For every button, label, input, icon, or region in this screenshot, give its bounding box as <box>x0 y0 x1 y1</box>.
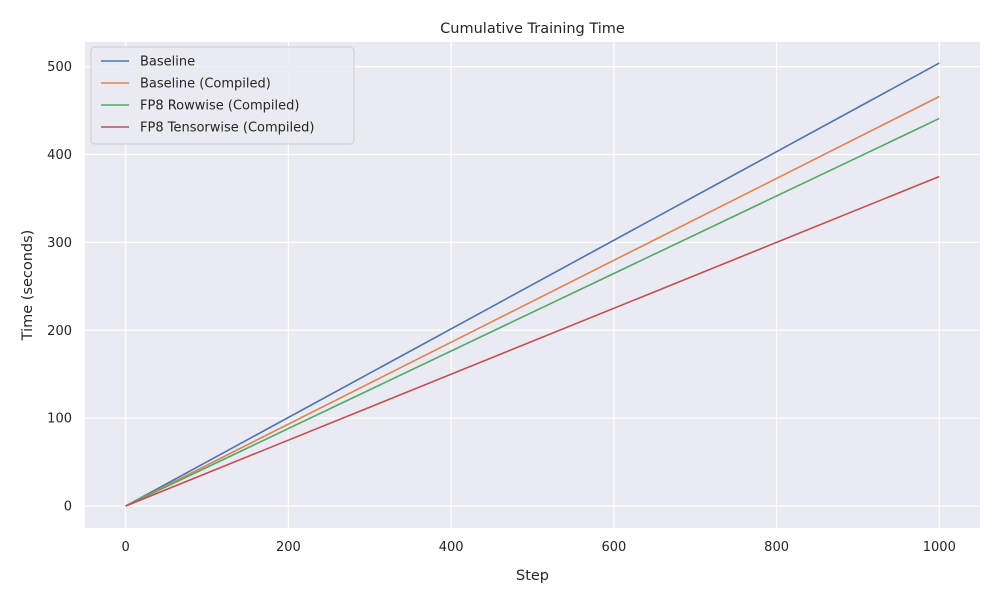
y-tick-label: 200 <box>47 324 72 339</box>
x-axis-label: Step <box>516 568 549 584</box>
legend-entry-3: FP8 Tensorwise (Compiled) <box>140 121 314 136</box>
y-tick-label: 400 <box>47 148 72 163</box>
legend-entry-0: Baseline <box>140 55 195 70</box>
y-tick-label: 300 <box>47 236 72 251</box>
x-tick-label: 600 <box>601 540 626 555</box>
series-line-2 <box>125 117 940 507</box>
x-tick-label: 800 <box>764 540 789 555</box>
y-tick-label: 0 <box>64 500 72 515</box>
chart-title: Cumulative Training Time <box>440 21 625 37</box>
y-tick-label: 100 <box>47 412 72 427</box>
x-tick-label: 200 <box>276 540 301 555</box>
x-axis-ticks: 0 200 400 600 800 1000 <box>122 540 956 555</box>
legend-box <box>90 46 355 145</box>
series-layer <box>125 62 940 507</box>
series-line-3 <box>125 175 940 507</box>
series-line-0 <box>125 62 940 507</box>
x-tick-label: 1000 <box>923 540 956 555</box>
y-axis-ticks: 0 100 200 300 400 500 <box>47 60 72 514</box>
y-axis-label: Time (seconds) <box>20 230 36 342</box>
x-tick-label: 0 <box>122 540 130 555</box>
legend: Baseline Baseline (Compiled) FP8 Rowwise (… <box>90 46 355 145</box>
legend-entry-1: Baseline (Compiled) <box>140 77 271 92</box>
x-tick-label: 400 <box>439 540 464 555</box>
series-line-1 <box>125 95 940 507</box>
grid-lines <box>85 42 980 528</box>
y-tick-label: 500 <box>47 60 72 75</box>
legend-entry-2: FP8 Rowwise (Compiled) <box>140 99 299 114</box>
